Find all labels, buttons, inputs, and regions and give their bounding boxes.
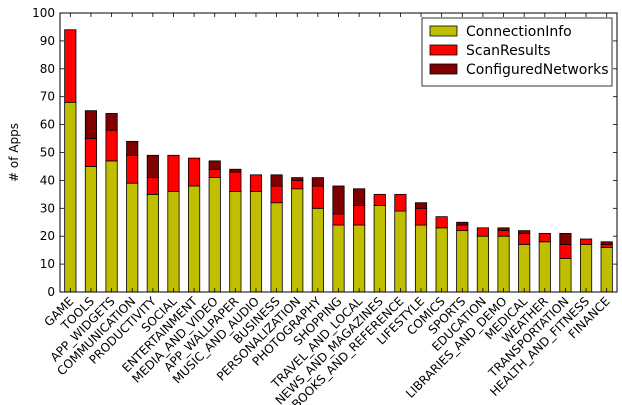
bar-segment-configurednetworks-lifestyle xyxy=(414,202,428,209)
y-tick-label: 20 xyxy=(40,229,55,243)
bar-segment-scanresults-health-and-fitness xyxy=(579,238,593,245)
bar-segment-connectioninfo-productivity xyxy=(146,193,159,293)
bar-segment-scanresults-lifestyle xyxy=(414,207,428,226)
y-tick-label: 50 xyxy=(40,146,55,160)
bar-segment-connectioninfo-tools xyxy=(84,166,98,293)
y-tick-label: 60 xyxy=(40,118,55,132)
bar-segment-configurednetworks-finance xyxy=(600,241,613,245)
y-tick-label: 30 xyxy=(40,201,55,215)
bar-segment-configurednetworks-libraries-and-demo xyxy=(497,227,510,232)
bar-segment-scanresults-entertainment xyxy=(188,157,201,187)
bar-segment-connectioninfo-libraries-and-demo xyxy=(497,235,510,293)
legend-label-connectioninfo: ConnectionInfo xyxy=(466,24,572,40)
bar-segment-scanresults-tools xyxy=(84,138,98,167)
bar-segment-configurednetworks-tools xyxy=(84,110,98,139)
bar-segment-connectioninfo-lifestyle xyxy=(414,224,428,293)
bar-segment-connectioninfo-photography xyxy=(311,207,324,293)
legend-label-scanresults: ScanResults xyxy=(466,43,551,59)
bar-segment-scanresults-business xyxy=(270,185,283,204)
bar-segment-connectioninfo-finance xyxy=(600,246,613,293)
y-axis-label: # of Apps xyxy=(7,123,21,182)
legend-swatch-connectioninfo xyxy=(429,25,458,37)
legend-swatch-configurednetworks xyxy=(429,63,458,75)
y-tick-label: 80 xyxy=(40,62,55,76)
bar-segment-connectioninfo-sports xyxy=(456,230,469,293)
bar-segment-configurednetworks-app-wallpaper xyxy=(229,168,242,173)
bar-segment-scanresults-travel-and-local xyxy=(353,205,366,226)
legend: ConnectionInfo ScanResults ConfiguredNetwo… xyxy=(421,17,613,87)
y-tick-label: 0 xyxy=(47,285,55,299)
bar-segment-scanresults-sports xyxy=(456,224,469,232)
bar-segment-configurednetworks-photography xyxy=(311,177,324,187)
y-tick-label: 40 xyxy=(40,173,55,187)
bar-segment-scanresults-finance xyxy=(600,244,613,248)
bar-segment-configurednetworks-app-widgets xyxy=(105,113,118,131)
bar-segment-connectioninfo-media-and-video xyxy=(208,177,221,293)
bar-segment-configurednetworks-sports xyxy=(456,221,469,226)
bar-segment-scanresults-shopping xyxy=(332,213,345,226)
bar-segment-scanresults-media-and-video xyxy=(208,168,221,179)
bar-segment-connectioninfo-education xyxy=(476,235,489,293)
bar-segment-configurednetworks-business xyxy=(270,174,283,187)
y-tick-label: 100 xyxy=(32,6,55,20)
bar-segment-scanresults-app-widgets xyxy=(105,129,118,162)
bar-segment-connectioninfo-entertainment xyxy=(188,185,201,293)
bar-segment-scanresults-photography xyxy=(311,185,324,209)
bar-segment-connectioninfo-social xyxy=(167,191,180,293)
bar-segment-scanresults-social xyxy=(167,154,180,192)
bar-segment-connectioninfo-app-widgets xyxy=(105,160,118,293)
bar-segment-connectioninfo-business xyxy=(270,202,283,293)
bar-segment-configurednetworks-travel-and-local xyxy=(353,188,366,206)
bar-segment-configurednetworks-transportation xyxy=(559,233,572,245)
bar-segment-configurednetworks-shopping xyxy=(332,185,345,215)
bars-layer xyxy=(64,29,613,293)
bar-segment-scanresults-communication xyxy=(126,154,139,184)
bar-segment-connectioninfo-weather xyxy=(538,241,551,293)
bar-segment-scanresults-comics xyxy=(435,216,448,229)
bar-segment-connectioninfo-medical xyxy=(518,244,531,293)
bar-segment-scanresults-game xyxy=(64,29,77,103)
bar-segment-connectioninfo-news-and-magazines xyxy=(373,205,386,293)
bar-segment-connectioninfo-comics xyxy=(435,227,448,293)
bar-segment-connectioninfo-travel-and-local xyxy=(353,224,366,293)
bar-segment-scanresults-personalization xyxy=(291,179,304,190)
bar-segment-connectioninfo-game xyxy=(64,101,77,293)
bar-segment-scanresults-productivity xyxy=(146,177,159,195)
bar-segment-connectioninfo-communication xyxy=(126,182,139,293)
bar-segment-scanresults-news-and-magazines xyxy=(373,193,386,206)
bar-segment-connectioninfo-music-and-audio xyxy=(249,191,263,293)
bar-segment-configurednetworks-media-and-video xyxy=(208,160,221,170)
y-tick-label: 70 xyxy=(40,90,55,104)
bar-segment-configurednetworks-personalization xyxy=(291,177,304,181)
legend-swatch-scanresults xyxy=(429,44,458,56)
bar-segment-connectioninfo-app-wallpaper xyxy=(229,191,242,293)
bar-segment-scanresults-app-wallpaper xyxy=(229,171,242,192)
bar-segment-scanresults-medical xyxy=(518,233,531,245)
y-tick-label: 90 xyxy=(40,34,55,48)
bar-segment-scanresults-music-and-audio xyxy=(249,174,263,192)
bar-segment-scanresults-education xyxy=(476,227,489,237)
bar-segment-connectioninfo-shopping xyxy=(332,224,345,293)
bar-segment-connectioninfo-books-and-reference xyxy=(394,210,407,293)
bar-segment-configurednetworks-medical xyxy=(518,230,531,234)
bar-segment-scanresults-weather xyxy=(538,233,551,243)
bar-segment-connectioninfo-personalization xyxy=(291,188,304,293)
bar-segment-scanresults-transportation xyxy=(559,244,572,259)
legend-label-configurednetworks: ConfiguredNetworks xyxy=(466,62,609,78)
bar-segment-scanresults-libraries-and-demo xyxy=(497,230,510,237)
bar-segment-configurednetworks-productivity xyxy=(146,154,159,179)
bar-segment-configurednetworks-communication xyxy=(126,140,139,156)
bar-segment-scanresults-books-and-reference xyxy=(394,193,407,212)
bar-segment-connectioninfo-health-and-fitness xyxy=(579,244,593,293)
y-tick-label: 10 xyxy=(40,257,55,271)
bar-segment-connectioninfo-transportation xyxy=(559,258,572,293)
